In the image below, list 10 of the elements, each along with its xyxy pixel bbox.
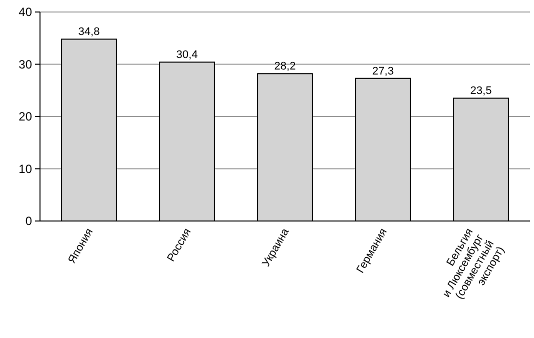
- data-label: 34,8: [78, 26, 100, 38]
- y-tick-label: 0: [25, 214, 32, 228]
- data-label: 30,4: [176, 49, 198, 62]
- y-tick-label: 10: [18, 162, 32, 176]
- data-label: 23,5: [470, 85, 492, 98]
- y-tick-label: 20: [18, 110, 32, 124]
- y-tick-label: 30: [18, 57, 32, 72]
- y-tick-label: 40: [18, 5, 32, 20]
- data-label: 28,2: [274, 60, 296, 73]
- data-label: 27,3: [372, 65, 394, 78]
